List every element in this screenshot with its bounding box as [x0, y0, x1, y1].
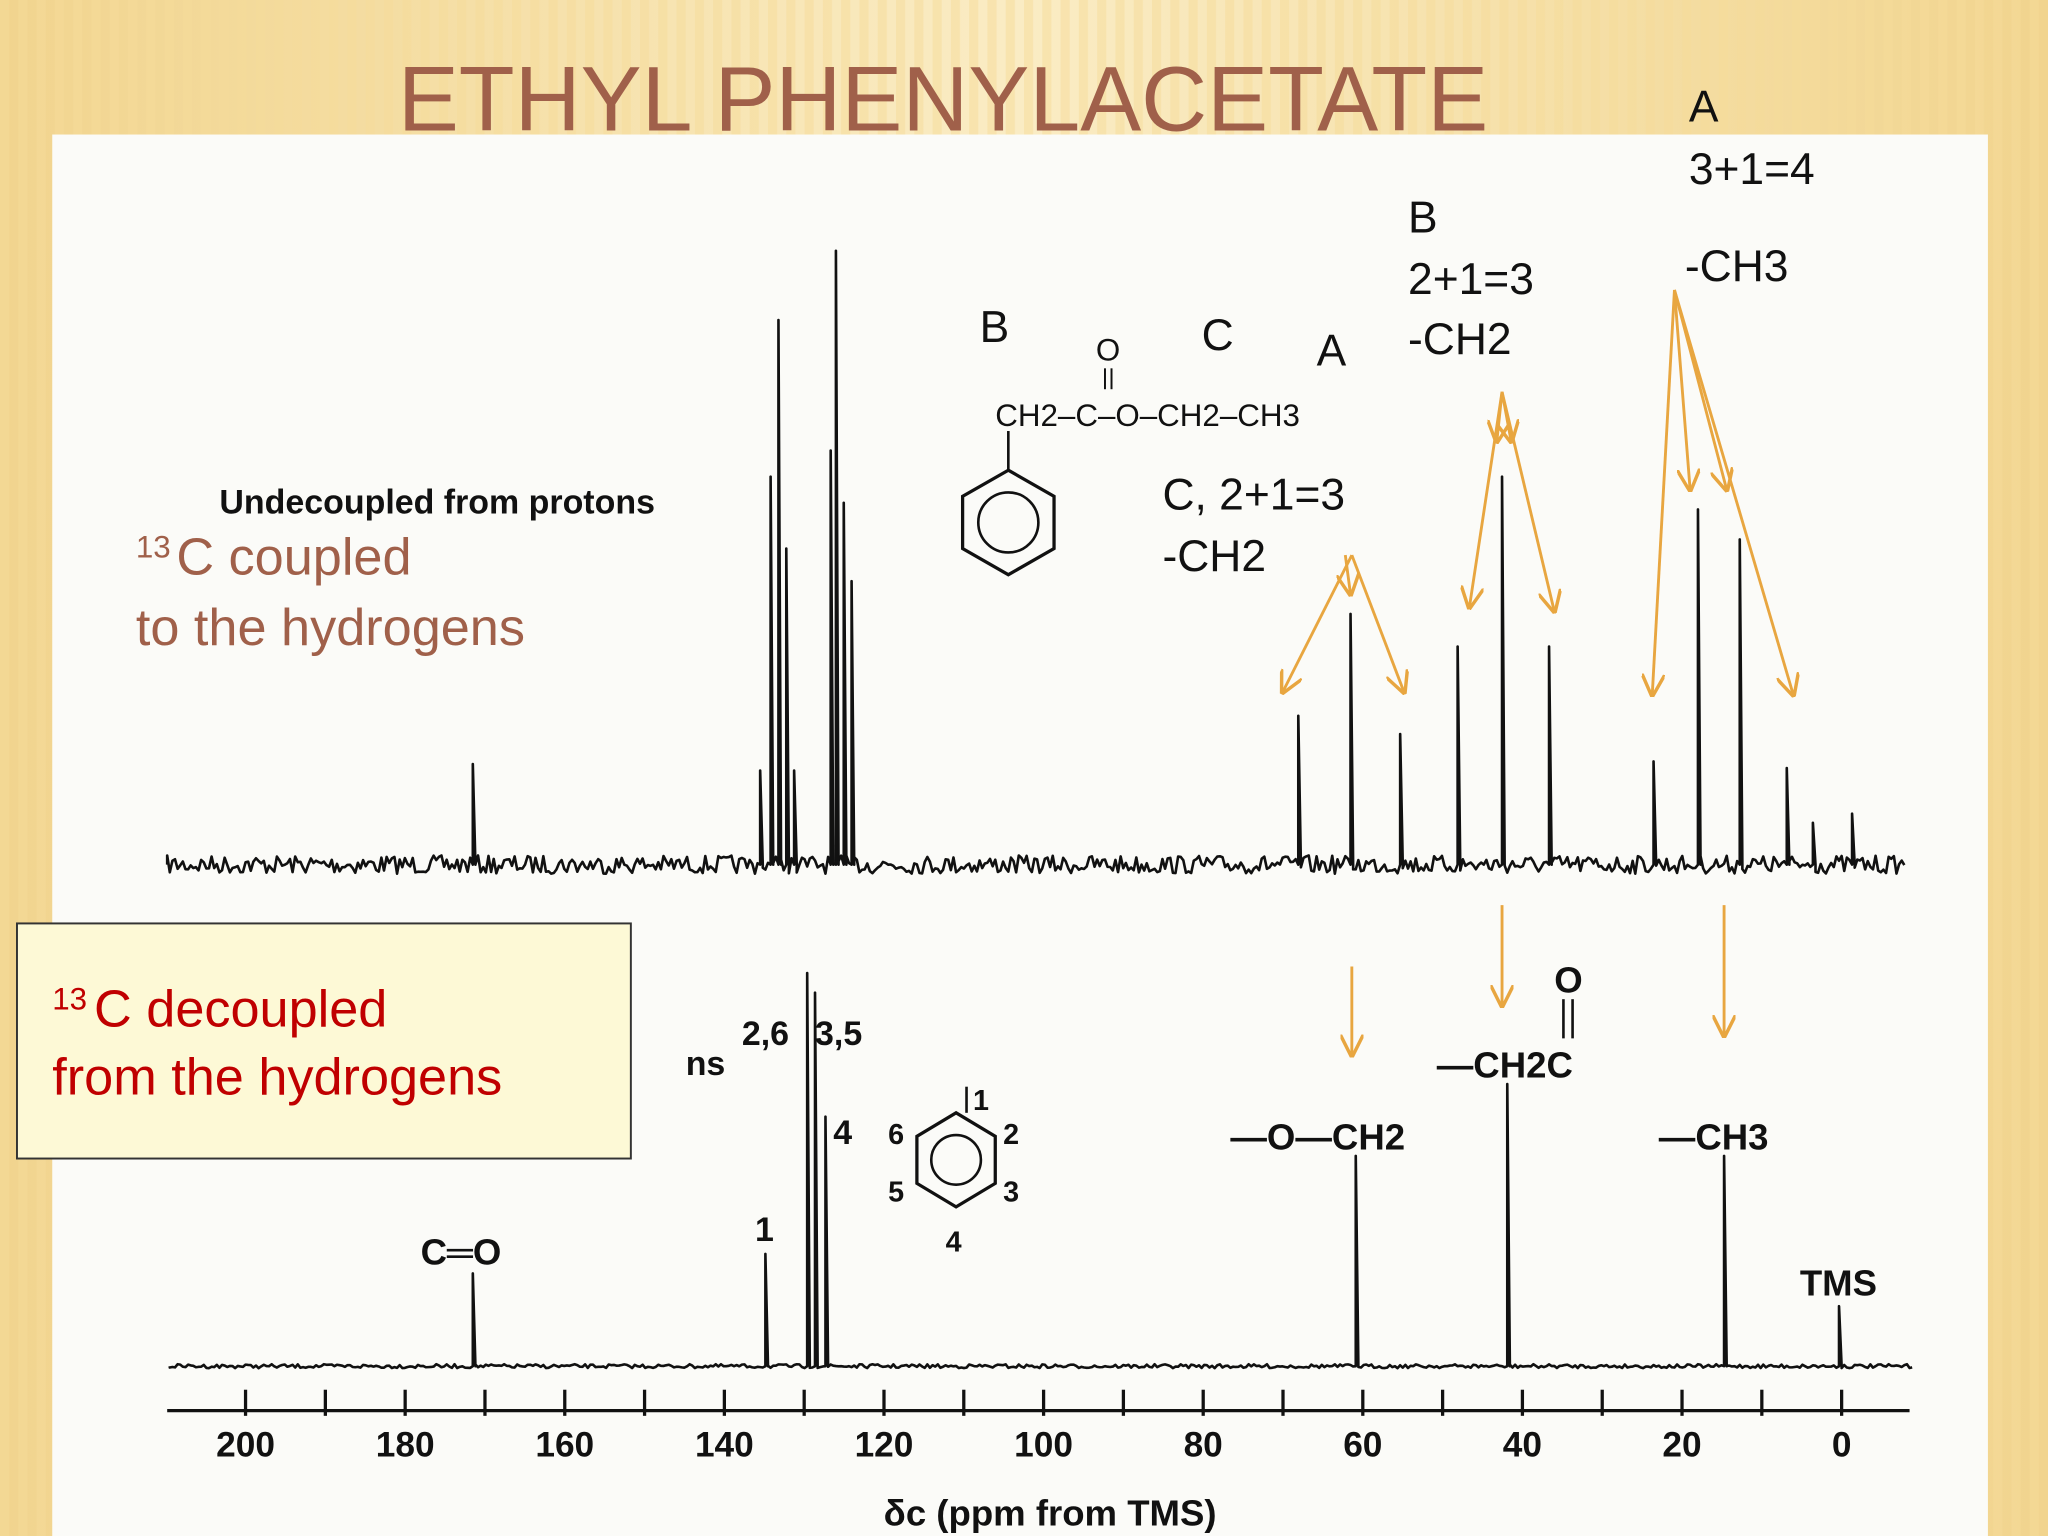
structure-label: A — [1317, 327, 1347, 376]
tick-label: 20 — [1662, 1425, 1701, 1464]
tick-label: 80 — [1184, 1425, 1223, 1464]
benzene-ring — [960, 468, 1056, 577]
structure-formula: CH2–C–O–CH2–CH3 — [995, 398, 1300, 433]
annotation: -CH3 — [1685, 242, 1789, 291]
spectrum-caption: Undecoupled from protons — [219, 483, 655, 521]
ring-number: 3 — [1003, 1177, 1019, 1209]
tick-label: 60 — [1343, 1425, 1382, 1464]
benzene-ring — [976, 491, 1040, 554]
peak-label: TMS — [1800, 1263, 1877, 1304]
ring-number: 5 — [888, 1177, 904, 1209]
peak-label: 3,5 — [815, 1015, 862, 1053]
peak-label: 2,6 — [742, 1015, 789, 1053]
peak-label: 4 — [833, 1114, 852, 1152]
structure-label: B — [980, 303, 1010, 352]
peak-label: —O—CH2 — [1230, 1116, 1405, 1157]
slide-title: ETHYL PHENYLACETATE — [398, 49, 1488, 151]
annotation: C, 2+1=3 — [1162, 470, 1345, 519]
note-line: from the hydrogens — [52, 1049, 502, 1107]
annotation: 3+1=4 — [1689, 145, 1815, 194]
peak-label: —CH3 — [1659, 1116, 1769, 1157]
axis-ticks: 200 180 160 140 120 100 80 60 40 20 0 — [216, 1389, 1852, 1464]
note-line: to the hydrogens — [136, 599, 525, 657]
note-box — [16, 922, 632, 1160]
tick-label: 180 — [376, 1425, 435, 1464]
tick-label: 200 — [216, 1425, 275, 1464]
ring-number: 1 — [973, 1085, 989, 1117]
benzene-ring — [915, 1110, 997, 1209]
axis-label: δc (ppm from TMS) — [884, 1493, 1217, 1534]
note-line: C coupled — [176, 529, 411, 587]
annotation: -CH2 — [1162, 532, 1266, 581]
annotation: A — [1689, 82, 1719, 131]
ring-number: 4 — [946, 1226, 962, 1258]
superscript: 13 — [52, 982, 87, 1017]
structure-label: C — [1202, 311, 1234, 360]
spectrum-panel — [52, 134, 1988, 1536]
ring-number: 2 — [1003, 1119, 1019, 1151]
tick-label: 40 — [1503, 1425, 1542, 1464]
coupled-trace — [165, 249, 1906, 875]
benzene-ring — [929, 1133, 983, 1186]
tick-label: 120 — [855, 1425, 914, 1464]
arrows — [1283, 289, 1794, 1055]
peak-label: —CH2C — [1437, 1045, 1573, 1086]
peak-label: O — [1554, 960, 1582, 1001]
ring-number: 6 — [888, 1119, 904, 1151]
peak-label: ns — [686, 1045, 726, 1083]
superscript: 13 — [136, 530, 171, 565]
tick-label: 160 — [535, 1425, 594, 1464]
tick-label: 0 — [1832, 1425, 1852, 1464]
annotation: -CH2 — [1408, 315, 1512, 364]
decoupled-trace — [168, 971, 1913, 1370]
note-line: C decoupled — [94, 981, 387, 1039]
peak-label: 1 — [755, 1211, 774, 1249]
tick-label: 140 — [695, 1425, 754, 1464]
peak-label: C═O — [421, 1231, 502, 1272]
annotation: 2+1=3 — [1408, 255, 1534, 304]
tick-label: 100 — [1014, 1425, 1073, 1464]
annotation: B — [1408, 193, 1438, 242]
structure-oxygen: O — [1096, 332, 1120, 367]
